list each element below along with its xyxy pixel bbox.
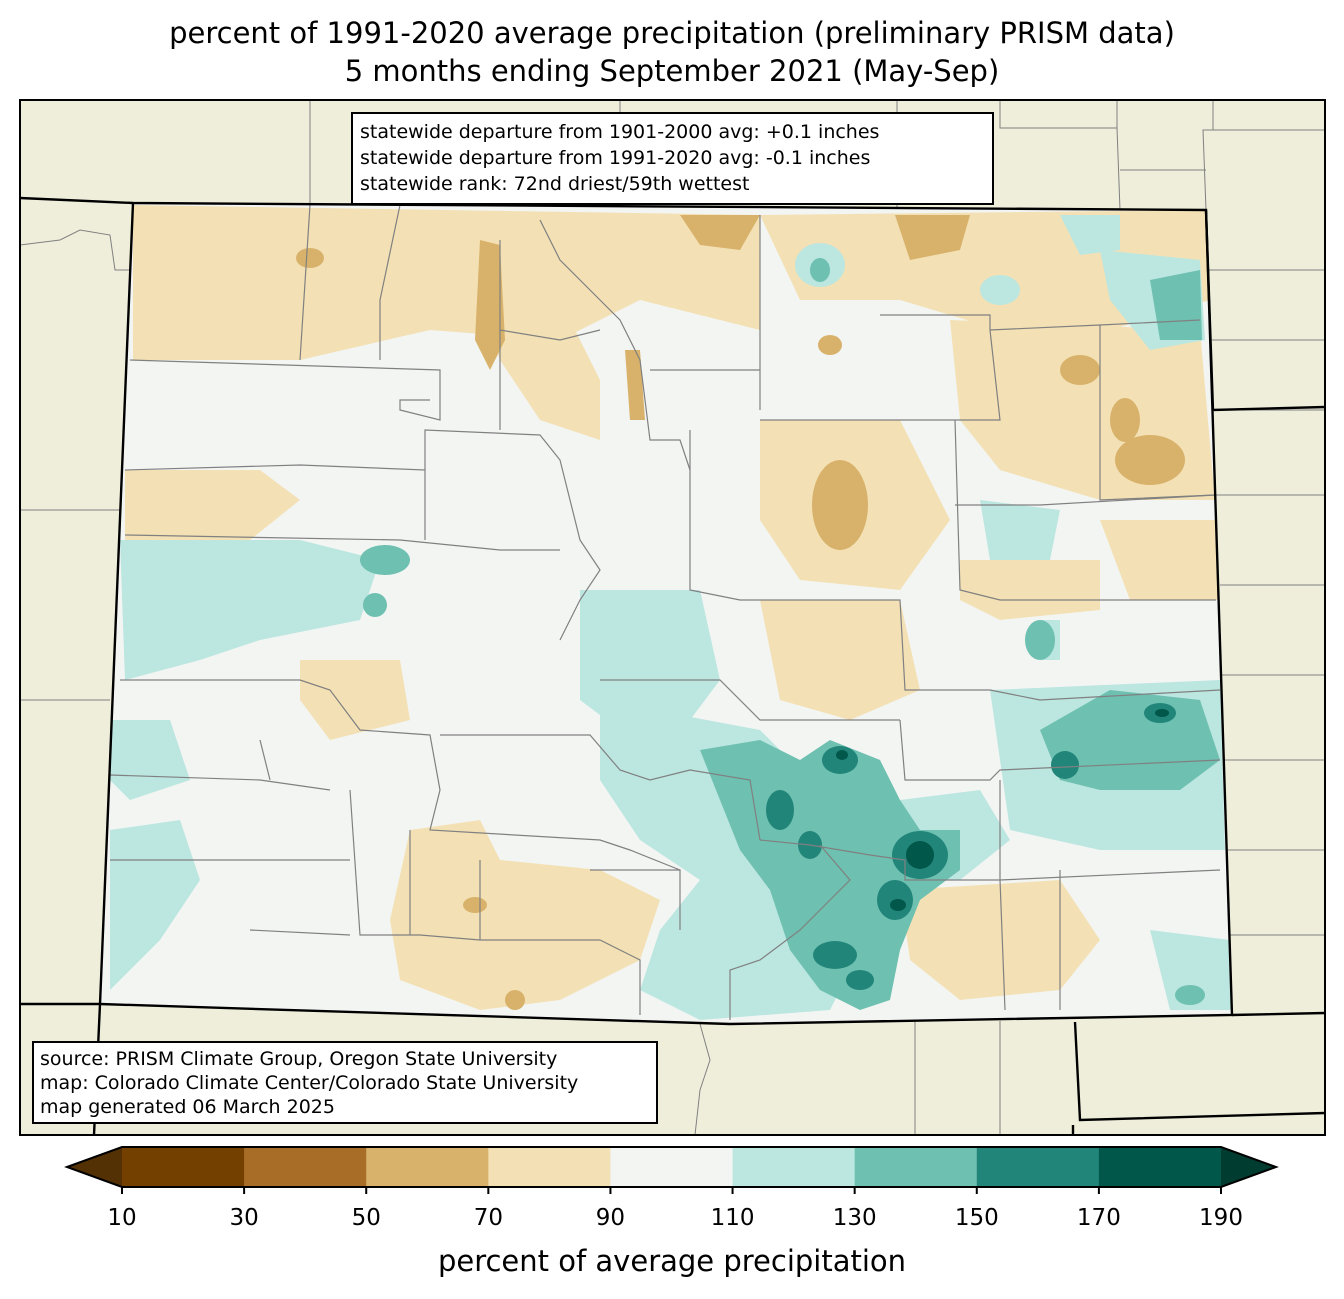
state-borders — [19, 196, 1326, 1136]
colorbar-tick-label-190: 190 — [1199, 1205, 1243, 1231]
colorbar-tick-label-150: 150 — [954, 1205, 999, 1231]
colorbar-bin-90-110 — [610, 1147, 734, 1187]
colorbar-bin-130-150 — [854, 1147, 978, 1187]
colorbar-tick-label-10: 10 — [107, 1205, 137, 1231]
county-lines — [109, 204, 1221, 1020]
stats-departure-1901: statewide departure from 1901-2000 avg: … — [360, 121, 880, 143]
colorbar-title: percent of average precipitation — [437, 1244, 907, 1278]
generated-date-line: map generated 06 March 2025 — [40, 1096, 335, 1118]
colorbar-bin-50-70 — [366, 1147, 489, 1187]
colorbar-tick-label-70: 70 — [473, 1205, 503, 1231]
colorbar-over-arrow — [1221, 1147, 1276, 1187]
colorbar-tick-label-50: 50 — [351, 1205, 381, 1231]
statewide-stats-box: statewide departure from 1901-2000 avg: … — [351, 112, 994, 205]
colorbar-bin-10-30 — [122, 1147, 245, 1187]
colorbar-bin-30-50 — [244, 1147, 367, 1187]
stats-rank: statewide rank: 72nd driest/59th wettest — [360, 173, 750, 195]
colorbar-bin-70-90 — [488, 1147, 611, 1187]
colorbar-under-arrow — [67, 1147, 122, 1187]
map-subtitle: 5 months ending September 2021 (May-Sep) — [344, 54, 1000, 88]
map-frame — [19, 99, 1326, 1136]
colorbar-tick-label-90: 90 — [595, 1205, 626, 1231]
stats-departure-1991: statewide departure from 1991-2020 avg: … — [360, 147, 871, 169]
source-box: source: PRISM Climate Group, Oregon Stat… — [32, 1041, 658, 1124]
source-line: source: PRISM Climate Group, Oregon Stat… — [40, 1048, 558, 1070]
colorado-precip-field — [100, 203, 1232, 1024]
map-title: percent of 1991-2020 average precipitati… — [169, 16, 1175, 50]
colorbar-bin-110-130 — [732, 1147, 856, 1187]
colorbar-bin-150-170 — [976, 1147, 1100, 1187]
colorbar-tick-label-110: 110 — [710, 1205, 755, 1231]
colorbar-tick-label-130: 130 — [832, 1205, 877, 1231]
colorbar — [122, 1147, 1222, 1187]
colorbar-tick-label-30: 30 — [229, 1205, 259, 1231]
colorbar-bin-170-190 — [1098, 1147, 1222, 1187]
colorbar-tick-label-170: 170 — [1076, 1205, 1121, 1231]
neighbor-county-lines — [19, 100, 1325, 1136]
map-credit-line: map: Colorado Climate Center/Colorado St… — [40, 1072, 579, 1094]
